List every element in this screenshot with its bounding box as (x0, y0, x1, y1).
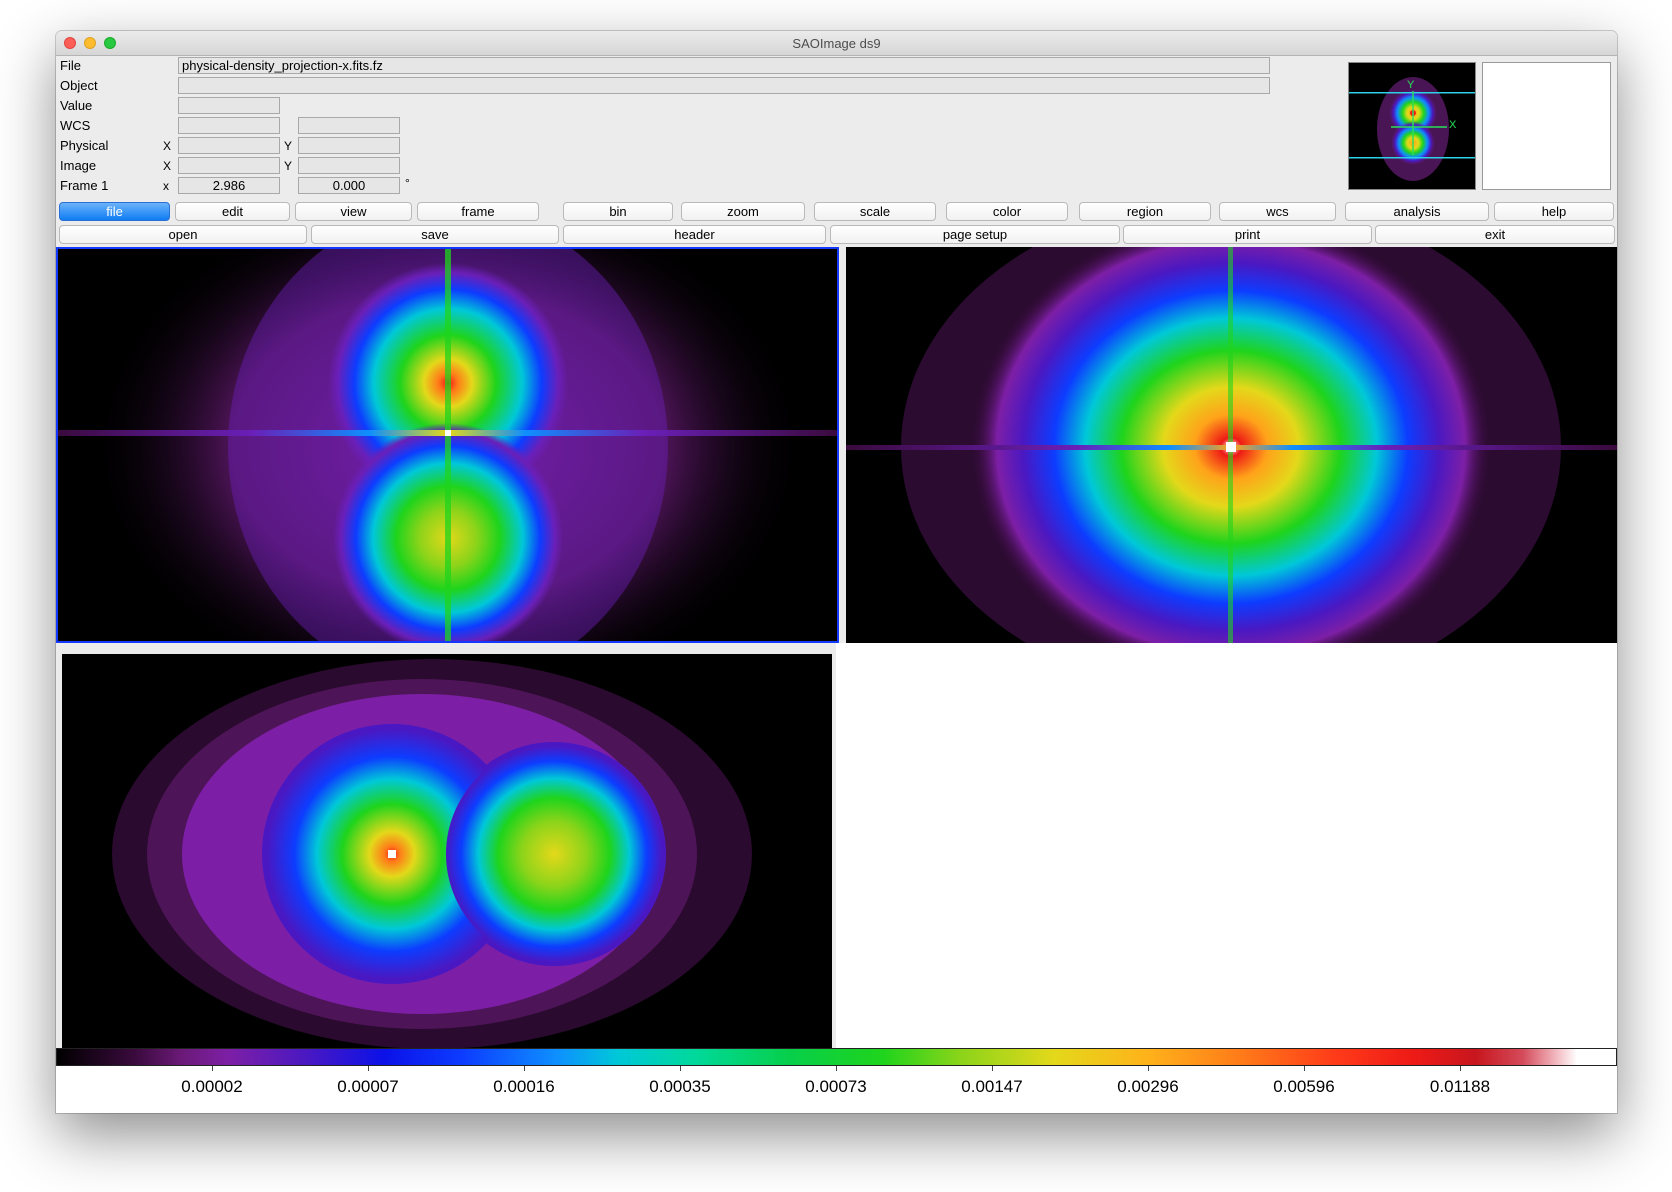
image-frame-3[interactable] (62, 654, 832, 1051)
file-field: physical-density_projection-x.fits.fz (178, 57, 1270, 74)
colorbar-gradient (56, 1048, 1617, 1066)
menu-zoom-button[interactable]: zoom (681, 202, 805, 221)
colorbar[interactable]: 0.00002 0.00007 0.00016 0.00035 0.00073 … (56, 1048, 1617, 1113)
physical-x-field (178, 137, 280, 154)
image-frame-2[interactable] (846, 247, 1617, 643)
degree-symbol: ° (405, 176, 410, 190)
colorbar-tick (368, 1066, 369, 1071)
menu-bin-button[interactable]: bin (563, 202, 673, 221)
image-x-axis: X (163, 159, 172, 173)
file-label: File (60, 58, 81, 73)
close-button[interactable] (64, 37, 76, 49)
print-button[interactable]: print (1123, 225, 1372, 244)
wcs-field-1 (178, 117, 280, 134)
colorbar-tick (1148, 1066, 1149, 1071)
info-panel: File physical-density_projection-x.fits.… (56, 56, 1617, 230)
colorbar-tick (680, 1066, 681, 1071)
object-field (178, 77, 1270, 94)
frame-1-image (56, 247, 839, 643)
colorbar-label: 0.00147 (961, 1077, 1023, 1096)
colorbar-tick (212, 1066, 213, 1071)
image-frame-1[interactable] (56, 247, 839, 643)
header-button[interactable]: header (563, 225, 826, 244)
frame-3-image (112, 659, 752, 1049)
minimize-button[interactable] (84, 37, 96, 49)
menu-wcs-button[interactable]: wcs (1219, 202, 1336, 221)
page-setup-button[interactable]: page setup (830, 225, 1120, 244)
physical-label: Physical (60, 138, 109, 153)
image-y-field (298, 157, 400, 174)
maximize-button[interactable] (104, 37, 116, 49)
frame-label: Frame 1 (60, 178, 109, 193)
zoom-field: 2.986 (178, 177, 280, 194)
colorbar-label: 0.00007 (337, 1077, 399, 1096)
empty-frame-area (836, 643, 1617, 1048)
value-label: Value (60, 98, 93, 113)
colorbar-label: 0.00016 (493, 1077, 555, 1096)
wcs-label: WCS (60, 118, 91, 133)
menu-frame-button[interactable]: frame (417, 202, 539, 221)
physical-y-field (298, 137, 400, 154)
selected-frame-border (56, 247, 839, 643)
angle-field: 0.000 (298, 177, 400, 194)
colorbar-tick (1460, 1066, 1461, 1071)
exit-button[interactable]: exit (1375, 225, 1615, 244)
panner-thumbnail (1349, 77, 1475, 181)
image-y-axis: Y (284, 159, 293, 173)
menu-file-button[interactable]: file (59, 202, 170, 221)
panner-x-label: X (1449, 119, 1457, 131)
colorbar-label: 0.00035 (649, 1077, 711, 1096)
menu-region-button[interactable]: region (1079, 202, 1211, 221)
menu-edit-button[interactable]: edit (175, 202, 290, 221)
colorbar-label: 0.00596 (1273, 1077, 1335, 1096)
magnifier (1482, 62, 1611, 190)
frame-x-axis: x (163, 179, 169, 193)
menu-view-button[interactable]: view (295, 202, 412, 221)
colorbar-label: 0.00296 (1117, 1077, 1179, 1096)
title-bar: SAOImage ds9 (56, 31, 1617, 56)
ds9-window: SAOImage ds9 File physical-density_proje… (56, 31, 1617, 1113)
colorbar-tick (992, 1066, 993, 1071)
open-button[interactable]: open (59, 225, 307, 244)
panner[interactable]: Y X (1348, 62, 1476, 190)
menu-analysis-button[interactable]: analysis (1345, 202, 1489, 221)
menu-help-button[interactable]: help (1494, 202, 1614, 221)
physical-x-axis: X (163, 139, 172, 153)
wcs-field-2 (298, 117, 400, 134)
menu-color-button[interactable]: color (946, 202, 1068, 221)
panner-y-label: Y (1407, 79, 1415, 91)
colorbar-tick (1304, 1066, 1305, 1071)
colorbar-label: 0.01188 (1429, 1077, 1491, 1096)
window-title: SAOImage ds9 (792, 36, 881, 51)
object-label: Object (60, 78, 98, 93)
save-button[interactable]: save (311, 225, 559, 244)
image-x-field (178, 157, 280, 174)
colorbar-tick (836, 1066, 837, 1071)
colorbar-label: 0.00002 (181, 1077, 243, 1096)
colorbar-tick (524, 1066, 525, 1071)
menu-scale-button[interactable]: scale (814, 202, 936, 221)
colorbar-label: 0.00073 (805, 1077, 867, 1096)
frame-2-image (846, 247, 1617, 643)
value-field (178, 97, 280, 114)
physical-y-axis: Y (284, 139, 293, 153)
image-label: Image (60, 158, 97, 173)
